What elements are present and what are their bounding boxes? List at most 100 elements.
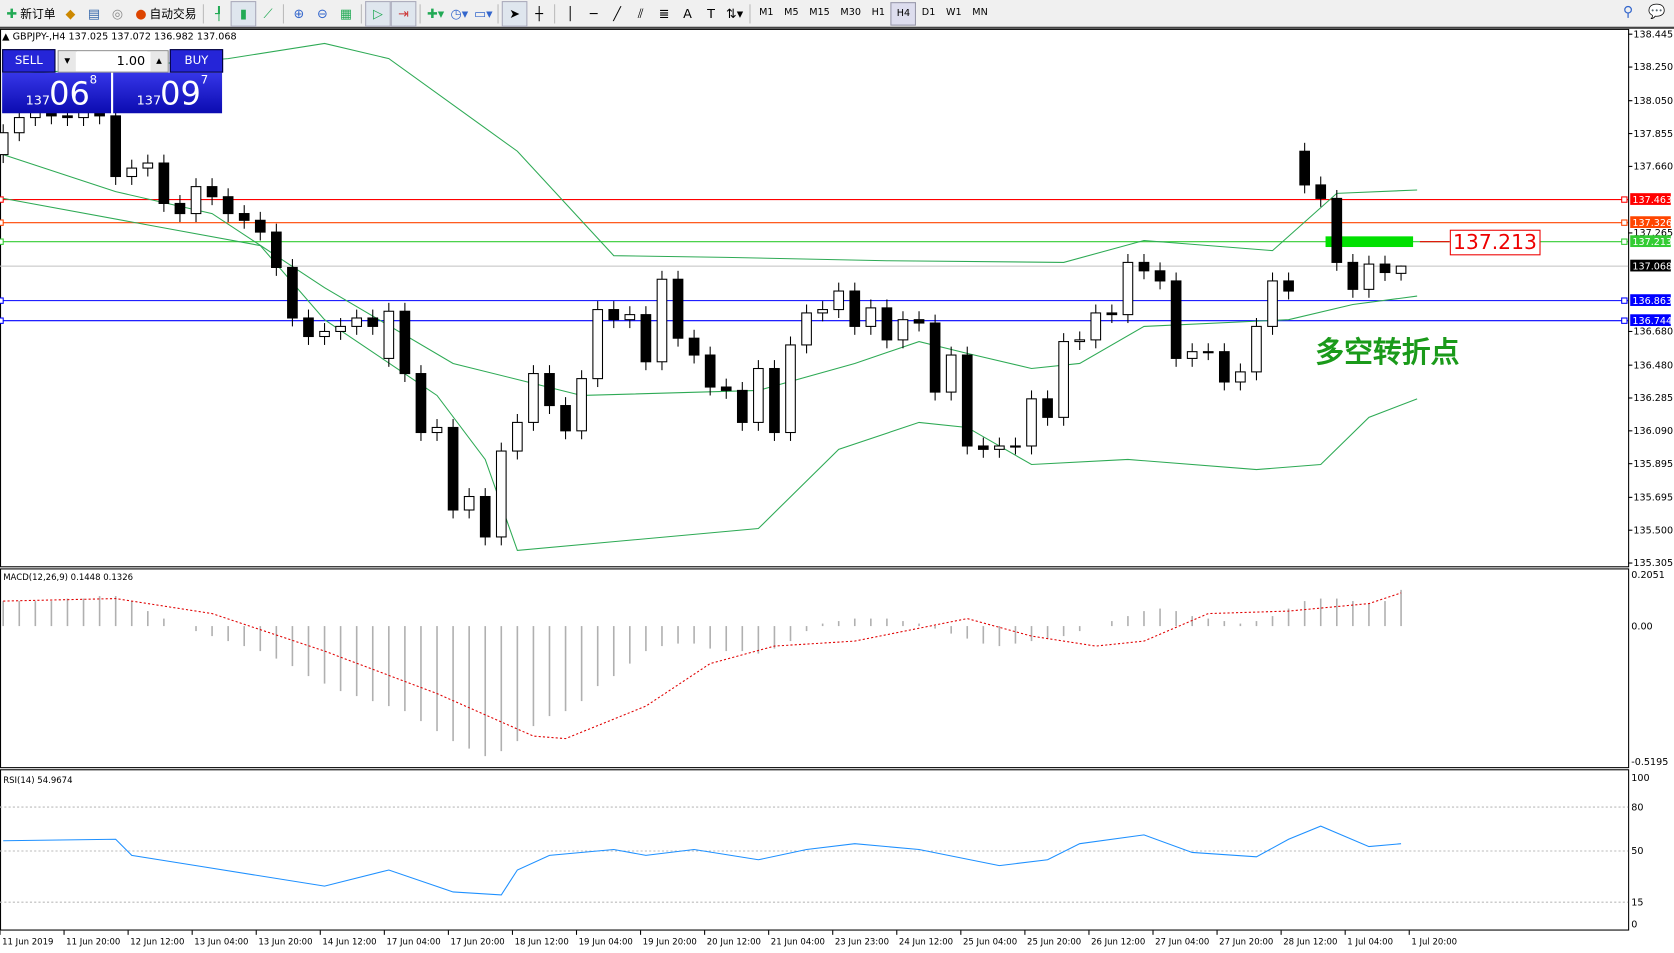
zoom-out-button[interactable]: ⊖ — [311, 2, 334, 26]
price-tag — [1630, 235, 1671, 248]
candle — [1154, 270, 1166, 282]
line-handle — [1621, 196, 1628, 203]
price-tag-label: 136.863 — [1632, 296, 1672, 307]
arrows-button[interactable]: ⇅▾ — [723, 2, 746, 26]
periods-button[interactable]: ◷▾ — [447, 2, 470, 26]
text-button[interactable]: A — [676, 2, 699, 26]
autoscroll-button[interactable]: ▷ — [365, 0, 391, 27]
candle — [977, 445, 989, 450]
candle — [576, 378, 587, 432]
candle — [335, 325, 346, 332]
market-watch-button[interactable]: ◆ — [59, 2, 82, 26]
candle — [271, 231, 282, 268]
candle — [961, 354, 973, 447]
price-tag-label: 137.068 — [1632, 261, 1672, 272]
separator — [202, 3, 204, 23]
candle — [126, 167, 138, 178]
lot-increase-icon[interactable]: ▲ — [150, 51, 168, 72]
navigator-button[interactable]: ▤ — [82, 2, 105, 26]
zoom-in-button[interactable]: ⊕ — [287, 2, 310, 26]
rsi-title: RSI(14) 54.9674 — [3, 776, 72, 786]
candle — [1058, 341, 1069, 418]
chart-area[interactable]: 138.445 138.250 138.050 137.855 137.660 137.2… — [0, 28, 1674, 953]
signals-button[interactable]: ◎ — [106, 2, 129, 26]
tile-windows-button[interactable]: ▦ — [334, 2, 357, 26]
line-handle — [0, 297, 4, 304]
vertical-line-icon: │ — [566, 5, 574, 21]
timeframe-h1[interactable]: H1 — [871, 6, 885, 18]
timeframe-mn[interactable]: MN — [972, 6, 988, 18]
timeframe-m15[interactable]: M15 — [809, 6, 830, 18]
cursor-button[interactable]: ➤ — [501, 0, 528, 27]
time-label: 17 Jun 20:00 — [451, 937, 505, 947]
candle — [431, 426, 443, 434]
equidistant-channel-button[interactable]: ⫽ — [629, 2, 652, 26]
candle — [0, 132, 9, 156]
price-tag — [1630, 294, 1671, 306]
candle — [688, 337, 700, 356]
candle — [736, 389, 748, 423]
candle — [1283, 280, 1294, 292]
rsi-tick-label: 100 — [1631, 773, 1649, 784]
timeframe-m30[interactable]: M30 — [840, 6, 861, 18]
candle — [1267, 280, 1278, 327]
timeframe-m1[interactable]: M1 — [759, 6, 774, 18]
candle-chart-button[interactable]: ▮ — [230, 0, 257, 27]
chat-icon[interactable]: 💬 — [1648, 4, 1666, 21]
macd-signal-line — [3, 592, 1402, 740]
time-label: 17 Jun 04:00 — [386, 937, 440, 947]
price-tick-label: 138.050 — [1633, 96, 1673, 107]
search-icon[interactable]: ⚲ — [1623, 4, 1634, 21]
timeframe-w1[interactable]: W1 — [945, 6, 962, 18]
main-panel-frame — [0, 28, 1630, 568]
auto-trading-button[interactable]: ● 自动交易 — [129, 2, 199, 26]
candle — [415, 373, 427, 434]
time-label: 26 Jun 12:00 — [1091, 937, 1145, 947]
text-label-button[interactable]: T — [699, 2, 722, 26]
candle — [833, 290, 845, 311]
price-tick-label: 137.265 — [1633, 228, 1673, 239]
timeframe-h4[interactable]: H4 — [890, 1, 917, 26]
candle — [1202, 351, 1214, 354]
bid-price[interactable]: 137 06 8 — [2, 72, 112, 114]
price-tick-label: 138.445 — [1633, 29, 1673, 40]
candle — [560, 405, 571, 432]
buy-button[interactable]: BUY — [169, 49, 224, 73]
crosshair-button[interactable]: ┼ — [527, 2, 550, 26]
candle — [142, 162, 154, 169]
sell-button[interactable]: SELL — [2, 49, 56, 73]
lot-decrease-icon[interactable]: ▼ — [58, 51, 76, 72]
support-zone-marker — [1325, 236, 1414, 248]
timeframe-d1[interactable]: D1 — [921, 6, 936, 18]
price-tick-label: 135.695 — [1633, 493, 1673, 504]
time-label: 1 Jul 20:00 — [1411, 937, 1457, 947]
candle — [206, 186, 218, 198]
new-order-button[interactable]: ✚ 新订单 — [0, 2, 59, 26]
candle — [13, 117, 25, 134]
cursor-icon: ➤ — [509, 5, 520, 21]
vertical-line-button[interactable]: │ — [558, 2, 581, 26]
new-order-label: 新订单 — [20, 6, 56, 21]
line-chart-button[interactable]: ⟋ — [256, 2, 279, 26]
indicators-button[interactable]: ✚▾ — [424, 2, 447, 26]
templates-button[interactable]: ▭▾ — [471, 2, 494, 26]
macd-tick-label: 0.2051 — [1631, 570, 1665, 581]
separator — [497, 3, 499, 23]
ask-price[interactable]: 137 09 7 — [113, 72, 223, 114]
price-label-annotation[interactable]: 137.213 — [1449, 229, 1541, 256]
lot-size-input[interactable] — [76, 51, 148, 70]
chart-shift-button[interactable]: ⇥ — [390, 0, 417, 27]
rsi-tick-label: 0 — [1631, 919, 1637, 930]
timeframe-m5[interactable]: M5 — [784, 6, 799, 18]
fibonacci-button[interactable]: ≣ — [652, 2, 675, 26]
tile-windows-icon: ▦ — [339, 5, 352, 21]
price-tick-label: 136.680 — [1633, 327, 1673, 338]
price-tag-label: 137.213 — [1632, 237, 1672, 248]
bar-chart-button[interactable]: ┦ — [207, 2, 230, 26]
horizontal-line-button[interactable]: ─ — [582, 2, 605, 26]
ask-pips: 09 — [160, 75, 201, 114]
candle — [1331, 197, 1343, 263]
candle — [994, 445, 1005, 450]
trendline-button[interactable]: ╱ — [605, 2, 628, 26]
turning-point-annotation[interactable]: 多空转折点 — [1315, 336, 1460, 370]
